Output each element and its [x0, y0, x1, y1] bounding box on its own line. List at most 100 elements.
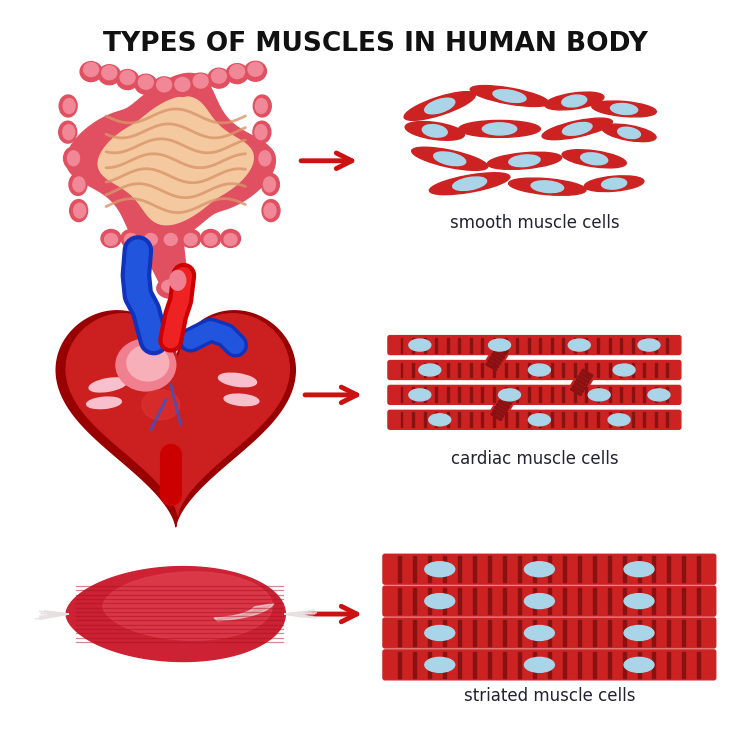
- FancyBboxPatch shape: [488, 390, 517, 425]
- Bar: [574, 363, 576, 377]
- Bar: [505, 363, 506, 377]
- Bar: [486, 363, 497, 371]
- Ellipse shape: [181, 229, 201, 247]
- Ellipse shape: [153, 77, 175, 97]
- Bar: [608, 388, 610, 402]
- Bar: [592, 620, 596, 646]
- Bar: [597, 363, 599, 377]
- Ellipse shape: [610, 104, 638, 115]
- Bar: [482, 363, 484, 377]
- Bar: [400, 337, 403, 353]
- Bar: [413, 652, 416, 678]
- Ellipse shape: [175, 77, 190, 91]
- Bar: [398, 556, 401, 582]
- Bar: [548, 588, 550, 614]
- Bar: [682, 652, 686, 678]
- Bar: [518, 556, 521, 582]
- Ellipse shape: [160, 229, 181, 247]
- Polygon shape: [66, 566, 285, 661]
- Bar: [400, 363, 403, 377]
- Bar: [550, 412, 553, 427]
- Text: TYPES OF MUSCLES IN HUMAN BODY: TYPES OF MUSCLES IN HUMAN BODY: [103, 31, 647, 57]
- Bar: [562, 412, 564, 427]
- Bar: [574, 337, 576, 353]
- Bar: [505, 388, 506, 402]
- Bar: [622, 588, 626, 614]
- Ellipse shape: [584, 176, 644, 191]
- Bar: [562, 556, 566, 582]
- Bar: [578, 588, 580, 614]
- Ellipse shape: [253, 121, 271, 143]
- Polygon shape: [103, 572, 272, 640]
- Ellipse shape: [409, 389, 430, 401]
- Bar: [502, 394, 513, 402]
- Bar: [491, 353, 502, 361]
- Bar: [400, 388, 403, 402]
- Bar: [528, 363, 530, 377]
- Bar: [413, 556, 416, 582]
- Bar: [533, 588, 536, 614]
- Bar: [592, 588, 596, 614]
- Bar: [655, 412, 657, 427]
- Bar: [578, 652, 580, 678]
- Bar: [398, 588, 401, 614]
- FancyBboxPatch shape: [383, 586, 716, 616]
- Ellipse shape: [424, 593, 454, 609]
- Bar: [608, 620, 610, 646]
- Bar: [516, 363, 518, 377]
- Bar: [500, 397, 512, 405]
- Ellipse shape: [499, 389, 520, 401]
- Ellipse shape: [98, 65, 120, 85]
- Bar: [424, 388, 425, 402]
- Bar: [458, 412, 460, 427]
- Ellipse shape: [73, 177, 85, 192]
- Bar: [620, 412, 622, 427]
- Ellipse shape: [562, 123, 592, 135]
- Bar: [548, 652, 550, 678]
- Bar: [424, 412, 425, 427]
- Ellipse shape: [404, 92, 476, 120]
- Ellipse shape: [58, 121, 76, 143]
- Bar: [470, 363, 472, 377]
- Bar: [597, 388, 599, 402]
- Bar: [638, 588, 640, 614]
- Polygon shape: [66, 314, 290, 515]
- Ellipse shape: [453, 177, 487, 191]
- Bar: [698, 620, 700, 646]
- Ellipse shape: [264, 203, 276, 218]
- Bar: [550, 337, 553, 353]
- Bar: [503, 556, 506, 582]
- Bar: [608, 412, 610, 427]
- Bar: [458, 363, 460, 377]
- Polygon shape: [214, 604, 274, 620]
- Bar: [666, 363, 668, 377]
- Ellipse shape: [430, 173, 510, 195]
- Bar: [638, 556, 640, 582]
- Bar: [473, 588, 476, 614]
- Bar: [494, 407, 506, 415]
- Bar: [652, 556, 656, 582]
- Ellipse shape: [529, 364, 550, 376]
- Bar: [490, 412, 502, 420]
- Ellipse shape: [424, 626, 454, 640]
- Ellipse shape: [509, 178, 586, 196]
- Bar: [550, 363, 553, 377]
- Bar: [582, 369, 593, 377]
- Bar: [698, 652, 700, 678]
- Ellipse shape: [493, 90, 526, 102]
- Polygon shape: [66, 74, 275, 248]
- Text: striated muscle cells: striated muscle cells: [464, 687, 635, 704]
- Ellipse shape: [194, 74, 208, 88]
- Bar: [574, 388, 576, 402]
- Bar: [562, 652, 566, 678]
- Ellipse shape: [542, 118, 612, 139]
- Ellipse shape: [63, 99, 75, 113]
- Bar: [682, 588, 686, 614]
- Bar: [539, 412, 542, 427]
- Bar: [470, 337, 472, 353]
- Ellipse shape: [104, 234, 118, 245]
- Bar: [655, 337, 657, 353]
- Bar: [592, 556, 596, 582]
- Bar: [498, 400, 509, 408]
- Bar: [574, 382, 586, 390]
